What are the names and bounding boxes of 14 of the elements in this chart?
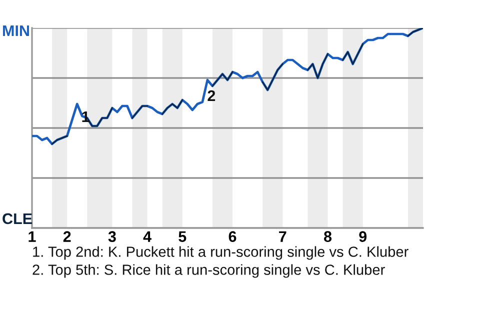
x-tick-label: 9	[359, 231, 367, 242]
text: MIN	[3, 25, 29, 36]
x-tick-label: 6	[228, 231, 236, 242]
annotation: 2	[208, 90, 216, 101]
text: CLE	[2, 213, 32, 224]
x-tick-label: 3	[108, 231, 116, 242]
x-tick-label: 2	[63, 231, 71, 242]
text: 2. Top 5th: S. Rice hit a run-scoring single vs C. Kluber	[32, 264, 385, 278]
x-tick-label: 5	[178, 231, 186, 242]
x-tick-label: 1	[28, 231, 36, 242]
x-tick-label: 7	[279, 231, 286, 242]
x-tick-label: 4	[143, 231, 152, 242]
x-tick-label: 8	[324, 231, 332, 242]
text: 1. Top 2nd: K. Puckett hit a run-scoring single vs C. Kluber	[33, 246, 408, 260]
